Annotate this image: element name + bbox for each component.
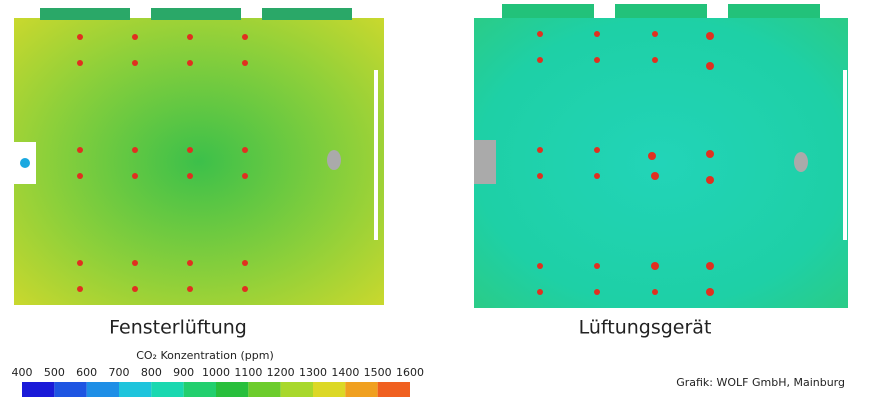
colorbar-tick-label: 1100	[234, 366, 262, 379]
colorbar-tick-label: 1000	[202, 366, 230, 379]
colorbar-segment	[345, 382, 378, 397]
colorbar-tick-label: 1300	[299, 366, 327, 379]
colorbar-segment	[248, 382, 281, 397]
colorbar-tick-label: 900	[173, 366, 194, 379]
colorbar-segment	[183, 382, 216, 397]
right-simulation	[474, 4, 848, 308]
colorbar-tick-label: 1400	[331, 366, 359, 379]
credit: Grafik: WOLF GmbH, Mainburg	[676, 376, 845, 389]
colorbar-segment	[119, 382, 152, 397]
colorbar-tick-label: 500	[44, 366, 65, 379]
colorbar-tick-label: 400	[12, 366, 33, 379]
colorbar-segment	[377, 382, 410, 397]
caption: Lüftungsgerät	[579, 317, 712, 339]
colorbar-tick-label: 1600	[396, 366, 424, 379]
colorbar-title: CO₂ Konzentration (ppm)	[136, 349, 274, 362]
colorbar-tick-label: 800	[141, 366, 162, 379]
colorbar-tick-label: 700	[109, 366, 130, 379]
colorbar-tick-label: 1200	[267, 366, 295, 379]
colorbar-segment	[86, 382, 119, 397]
colorbar-tick-label: 1500	[364, 366, 392, 379]
colorbar-segment	[280, 382, 313, 397]
colorbar-tick-label: 600	[76, 366, 97, 379]
colorbar-segment	[22, 382, 55, 397]
left-simulation	[14, 8, 384, 305]
colorbar-segment	[313, 382, 346, 397]
colorbar-segment	[216, 382, 249, 397]
caption: Fensterlüftung	[109, 317, 247, 339]
colorbar: 400 500 600 700 800 900 1000 1100 1200 1300 1400 15…	[12, 366, 424, 397]
colorbar-segment	[151, 382, 184, 397]
colorbar-segment	[54, 382, 87, 397]
